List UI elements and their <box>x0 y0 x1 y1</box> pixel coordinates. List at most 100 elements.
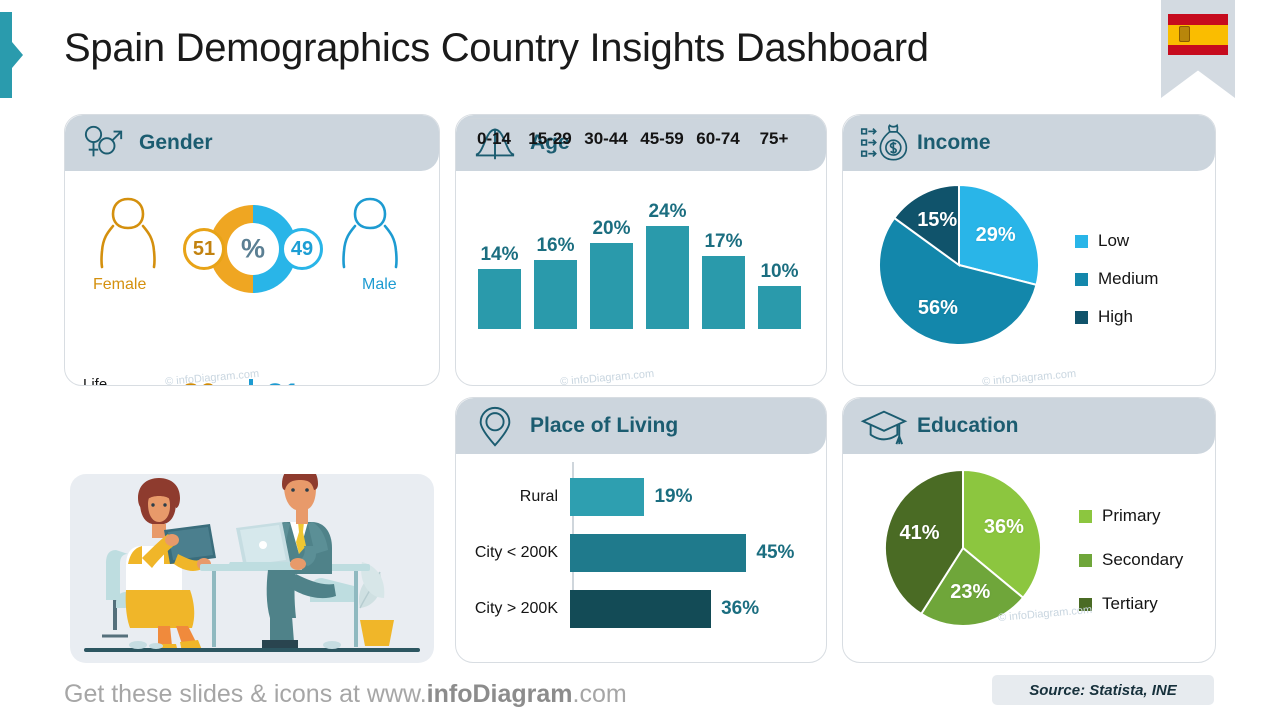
education-legend: Primary Secondary Tertiary <box>1079 506 1183 638</box>
pie-slice-label: 56% <box>917 296 958 319</box>
bell-curve-icon <box>472 122 518 164</box>
legend-swatch <box>1079 553 1092 567</box>
flag-stripe-top <box>1168 14 1228 25</box>
legend-label: High <box>1098 307 1133 326</box>
source-box: Source: Statista, INE <box>992 675 1214 705</box>
legend-swatch <box>1075 234 1088 248</box>
income-legend: Low Medium High <box>1075 231 1158 345</box>
pie-slice-label: 23% <box>950 581 991 604</box>
card-age: Age 14% 16% 20% 24% 17% 10% 0-14 15-29 30-44 45-… <box>455 114 827 386</box>
place-bar-value: 19% <box>654 486 693 507</box>
place-bar-rect <box>570 534 747 572</box>
percent-sign: % <box>240 233 266 264</box>
card-education-header: Education <box>843 398 1215 454</box>
age-tick-label: 45-59 <box>640 129 684 148</box>
age-bar-rect <box>534 260 577 329</box>
life-expectancy-male: 81.1 <box>267 378 319 385</box>
age-bar: 17% <box>702 231 745 329</box>
age-bar-rect <box>702 255 745 329</box>
card-income: Income 29% 56% 15% Low Medium High <box>842 114 1216 386</box>
age-bar-value: 10% <box>760 260 799 282</box>
map-pin-icon <box>472 405 518 447</box>
age-axis-line <box>470 118 806 119</box>
card-age-title: Age <box>530 131 570 154</box>
legend-item: Tertiary <box>1079 594 1183 614</box>
place-bar-label: City > 200K <box>474 600 558 617</box>
left-accent-bar <box>0 12 12 98</box>
age-tick-labels: 0-14 15-29 30-44 45-59 60-74 75+ <box>470 129 814 153</box>
income-pie-chart: 29% 56% 15% <box>878 183 1040 350</box>
age-bar-value: 20% <box>592 217 631 239</box>
life-expectancy-label: Life Expectancy <box>83 376 161 385</box>
age-tick-label: 60-74 <box>696 129 740 148</box>
age-bar: 24% <box>646 201 689 329</box>
legend-swatch <box>1075 272 1088 286</box>
pie-slice-label: 41% <box>899 522 940 545</box>
left-accent-arrow <box>12 42 23 68</box>
gender-symbols-icon <box>81 122 127 164</box>
card-gender-title: Gender <box>139 131 213 154</box>
age-bar: 20% <box>590 218 633 329</box>
card-education: Education 36% 23% 41% Primary Secondary Tert… <box>842 397 1216 663</box>
card-income-title: Income <box>917 131 991 154</box>
age-bar-rect <box>478 268 521 329</box>
female-label: Female <box>93 276 147 293</box>
money-bag-icon <box>859 122 908 164</box>
legend-label: Primary <box>1102 506 1161 525</box>
flag-stripe-bottom <box>1168 44 1228 55</box>
footer-text-before: Get these slides & icons at www. <box>64 680 427 708</box>
age-bar: 14% <box>478 244 521 329</box>
legend-item: Primary <box>1079 506 1183 526</box>
office-people-illustration <box>64 450 440 663</box>
age-bar-rect <box>646 225 689 329</box>
page-title: Spain Demographics Country Insights Dash… <box>64 26 929 70</box>
place-bar-label: Rural <box>519 488 558 505</box>
card-income-header: Income <box>843 115 1215 171</box>
age-bar: 16% <box>534 235 577 329</box>
pie-slice <box>884 468 964 616</box>
footer-brand: infoDiagram <box>426 680 573 708</box>
legend-item: Low <box>1075 231 1158 251</box>
pie-slice <box>892 183 960 267</box>
gender-donut-svg <box>209 205 297 293</box>
place-bar-rect <box>570 478 645 516</box>
pie-slice-label: 29% <box>975 223 1016 246</box>
card-place-header: Place of Living <box>456 398 826 454</box>
card-gender-header: Gender <box>65 115 439 171</box>
legend-label: Medium <box>1098 269 1159 288</box>
legend-item: Secondary <box>1079 550 1183 570</box>
age-bar-value: 24% <box>648 200 687 222</box>
age-bar-rect <box>590 242 633 329</box>
pie-slice <box>919 546 1025 627</box>
footer-promo-text: Get these slides & icons at www.infoDiag… <box>64 680 627 709</box>
legend-label: Low <box>1098 231 1130 250</box>
age-bar-value: 14% <box>480 243 519 265</box>
life-expectancy-female: 86.4 <box>183 378 235 385</box>
age-tick-label: 30-44 <box>584 129 628 148</box>
legend-swatch <box>1079 597 1092 611</box>
male-label: Male <box>362 276 397 293</box>
male-silhouette-icon <box>337 193 403 276</box>
income-pie-svg <box>878 183 1040 346</box>
footer-text-after: .com <box>572 680 627 708</box>
flag-coat-of-arms <box>1179 26 1190 42</box>
education-pie-chart: 36% 23% 41% <box>884 468 1042 631</box>
place-bar-row: Rural 19% <box>466 478 818 516</box>
age-bar-chart: 14% 16% 20% 24% 17% 10% <box>470 183 814 355</box>
card-place-title: Place of Living <box>530 414 679 437</box>
legend-item: High <box>1075 307 1158 327</box>
legend-swatch <box>1079 509 1092 523</box>
age-bar-value: 16% <box>536 235 575 257</box>
life-male-int: 81 <box>267 378 300 385</box>
card-place-of-living: Place of Living Rural 19% City < 200K 45% Ci… <box>455 397 827 663</box>
pie-slice <box>962 468 1042 600</box>
legend-label: Tertiary <box>1102 594 1158 613</box>
graduation-cap-icon <box>859 405 908 447</box>
life-divider <box>248 378 253 385</box>
age-tick-label: 75+ <box>759 129 789 148</box>
place-bar-row: City > 200K 36% <box>466 590 818 628</box>
legend-label: Secondary <box>1102 550 1184 569</box>
age-tick-label: 0-14 <box>476 129 512 148</box>
life-female-int: 86 <box>183 378 216 385</box>
